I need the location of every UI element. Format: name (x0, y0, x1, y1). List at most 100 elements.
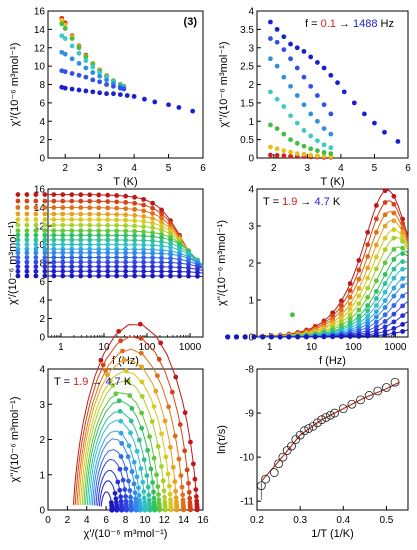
data-point (69, 273, 75, 279)
data-point (315, 148, 320, 154)
data-point (78, 250, 84, 256)
x-tick-label: 0.5 (379, 515, 393, 526)
data-point (155, 373, 160, 379)
data-point (87, 192, 93, 198)
data-point (400, 245, 406, 251)
data-point (347, 312, 353, 318)
data-point (42, 242, 48, 247)
data-point (123, 498, 129, 504)
data-point (321, 102, 327, 108)
data-point (83, 88, 89, 94)
data-point (131, 481, 137, 487)
data-point (400, 234, 406, 240)
data-point (162, 499, 168, 505)
data-point (33, 242, 39, 247)
data-point (42, 198, 48, 204)
data-point (42, 211, 48, 217)
data-point (315, 60, 320, 65)
data-point (308, 133, 314, 139)
data-point (105, 250, 111, 256)
y-axis-label: χ''/(10⁻⁶ m³mol⁻¹) (216, 220, 228, 306)
data-point (96, 264, 102, 270)
data-point (159, 251, 164, 256)
data-point (83, 54, 89, 60)
data-point (33, 255, 39, 260)
data-point (33, 222, 39, 228)
data-point (141, 268, 147, 274)
data-point (356, 395, 365, 405)
x-axis-label: f (Hz) (319, 355, 346, 367)
data-point (168, 500, 174, 506)
data-point (116, 398, 122, 404)
data-point (391, 247, 397, 252)
data-point (123, 368, 129, 374)
x-axis-label: χ'/(10⁻⁶ m³mol⁻¹) (84, 528, 168, 540)
data-point (365, 333, 371, 339)
data-point (114, 199, 120, 205)
data-point (60, 246, 66, 252)
data-point (137, 498, 142, 503)
data-point (365, 303, 371, 308)
data-point (136, 493, 142, 498)
data-point (281, 148, 287, 154)
data-point (15, 250, 21, 256)
data-point (373, 303, 379, 308)
data-point (274, 63, 280, 69)
data-point (69, 217, 75, 222)
data-point (328, 151, 334, 156)
data-point (42, 250, 48, 256)
data-point (347, 288, 353, 293)
data-point (177, 253, 182, 259)
data-point (96, 232, 102, 238)
data-point (173, 495, 179, 501)
data-point (162, 495, 167, 500)
data-point (15, 255, 21, 260)
data-point (166, 102, 171, 108)
data-point (154, 472, 159, 478)
panel-tag: (3) (184, 16, 198, 28)
data-point (105, 199, 111, 204)
data-point (145, 484, 151, 490)
data-point (123, 193, 129, 199)
data-point (132, 246, 138, 252)
data-point (172, 479, 178, 484)
x-tick-label: 100 (345, 342, 362, 353)
annotation-part-2: → (336, 18, 353, 30)
data-point (42, 217, 48, 222)
data-point (287, 441, 296, 451)
y-tick-label: 4 (39, 365, 45, 376)
x-tick-label: 100 (139, 342, 156, 353)
data-point (51, 211, 57, 217)
data-point (114, 259, 120, 265)
data-point (15, 232, 21, 238)
data-point (186, 269, 191, 275)
data-point (113, 391, 119, 397)
data-point (42, 255, 48, 260)
data-point (159, 227, 164, 233)
annotation-part-3: 4.7 (105, 376, 120, 388)
data-point (15, 205, 21, 210)
data-point (382, 312, 388, 318)
data-point (62, 36, 68, 41)
data-point (172, 433, 178, 439)
x-tick-label: 4 (131, 163, 137, 174)
data-point (123, 199, 129, 205)
data-point (347, 399, 357, 409)
plot-frame (256, 368, 409, 511)
data-point (96, 268, 102, 274)
data-point (356, 267, 362, 273)
data-point (400, 283, 406, 289)
data-point (42, 246, 48, 252)
data-point (69, 255, 75, 260)
y-tick-label: 0 (39, 333, 45, 344)
data-point (132, 194, 138, 200)
data-point (60, 273, 66, 279)
data-point (186, 265, 191, 271)
data-point (288, 56, 293, 62)
data-point (382, 223, 388, 229)
data-point (330, 334, 336, 340)
data-point (119, 440, 125, 446)
y-axis-label: χ'/(10⁻⁶ m³mol⁻¹) (9, 43, 21, 127)
data-point (395, 139, 401, 144)
